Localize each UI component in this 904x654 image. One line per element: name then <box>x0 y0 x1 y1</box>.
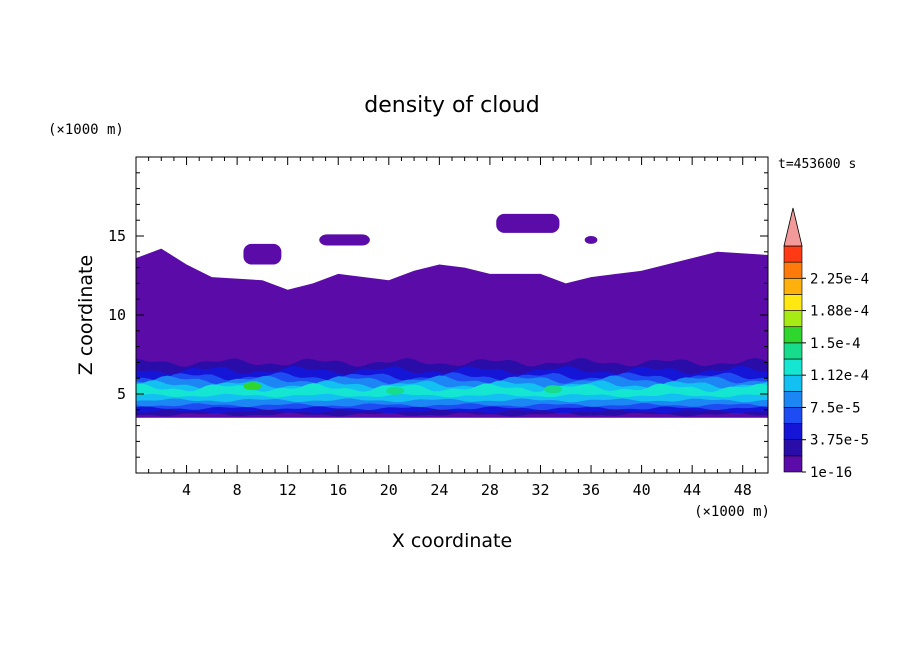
colorbar-swatch <box>783 455 803 473</box>
x-tick-label: 36 <box>582 481 600 499</box>
y-tick-label: 15 <box>108 227 126 245</box>
x-tick-label: 20 <box>380 481 398 499</box>
x-tick-label: 32 <box>531 481 549 499</box>
y-unit-label: (×1000 m) <box>48 122 124 138</box>
cloud-patch-4 <box>584 236 598 244</box>
colorbar-label: 1e-16 <box>810 465 852 481</box>
y-tick-label: 10 <box>108 306 126 324</box>
contour-band-7 <box>136 383 768 398</box>
x-tick-label: 28 <box>481 481 499 499</box>
colorbar-swatch <box>783 261 803 279</box>
colorbar-swatch <box>783 277 803 295</box>
x-tick-label: 16 <box>329 481 347 499</box>
contour-fill <box>136 213 768 418</box>
density-peak-2 <box>386 386 405 395</box>
x-tick-label: 4 <box>182 481 191 499</box>
colorbar-label: 1.5e-4 <box>810 336 861 352</box>
colorbar-swatch <box>783 326 803 344</box>
colorbar-label: 1.12e-4 <box>810 368 869 384</box>
colorbar: 2.25e-4 1.88e-4 1.5e-4 1.12e-4 7.5e-5 3.75e-5… <box>783 207 869 481</box>
colorbar-label: 7.5e-5 <box>810 400 861 416</box>
colorbar-label: 3.75e-5 <box>810 433 869 449</box>
colorbar-swatch <box>783 342 803 360</box>
x-tick-label: 48 <box>734 481 752 499</box>
y-axis-label: Z coordinate <box>75 255 97 375</box>
colorbar-extend-arrow <box>783 207 803 247</box>
y-tick-label: 5 <box>117 385 126 403</box>
density-peak-1 <box>243 382 262 391</box>
density-peak-3 <box>544 385 563 394</box>
colorbar-label: 2.25e-4 <box>810 271 869 287</box>
colorbar-swatch <box>783 407 803 424</box>
colorbar-swatch <box>783 245 803 263</box>
x-tick-label: 24 <box>430 481 448 499</box>
x-tick-label: 8 <box>233 481 242 499</box>
colorbar-swatch <box>783 439 803 457</box>
y-axis: 5 10 15 <box>108 172 768 458</box>
cloud-patch-1 <box>243 243 282 265</box>
x-tick-label: 44 <box>683 481 701 499</box>
x-unit-label: (×1000 m) <box>694 504 770 520</box>
colorbar-label: 1.88e-4 <box>810 304 869 320</box>
cloud-patch-2 <box>319 234 370 246</box>
x-axis-label: X coordinate <box>392 530 512 552</box>
cloud-patch-3 <box>496 213 560 233</box>
x-axis: 4 8 12 16 20 24 28 32 36 40 44 48 <box>148 157 756 499</box>
colorbar-swatch <box>783 423 803 441</box>
chart-title: density of cloud <box>364 93 539 118</box>
time-label: t=453600 s <box>778 157 856 172</box>
colorbar-swatch <box>783 374 803 392</box>
colorbar-swatch <box>783 310 803 328</box>
colorbar-swatch <box>783 358 803 376</box>
colorbar-swatch <box>783 294 803 311</box>
x-tick-label: 40 <box>633 481 651 499</box>
colorbar-swatch <box>783 390 803 408</box>
x-tick-label: 12 <box>279 481 297 499</box>
